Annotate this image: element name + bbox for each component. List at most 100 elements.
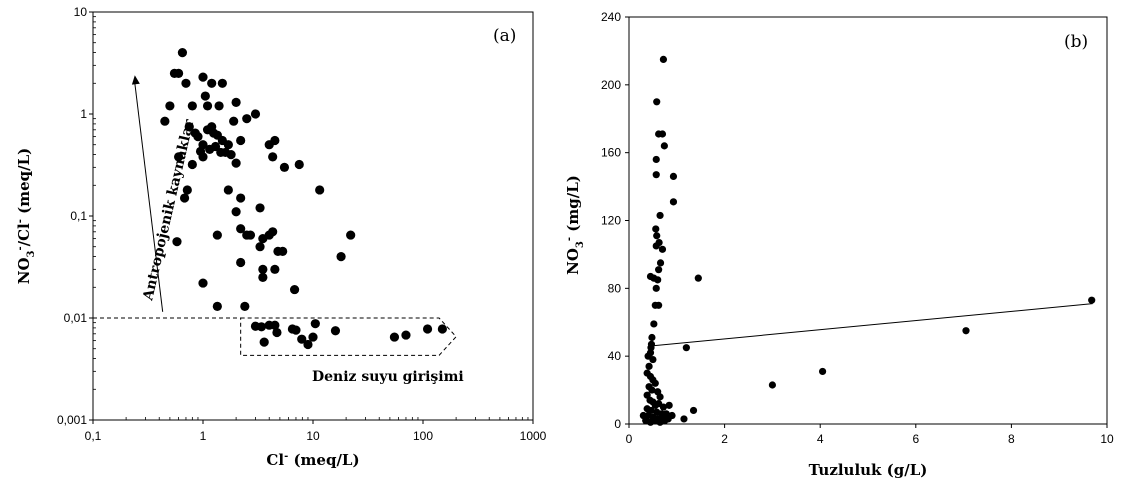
x-tick-label: 6 <box>912 432 919 446</box>
data-point <box>182 185 192 195</box>
panel-label: (a) <box>493 26 516 46</box>
y-axis-label: NO3- (mg/L) <box>564 175 586 275</box>
x-tick-label: 100 <box>413 429 433 443</box>
data-point <box>680 415 688 423</box>
data-point <box>187 159 197 170</box>
data-point <box>289 284 300 295</box>
y-tick-label: 0,1 <box>70 209 87 223</box>
data-point <box>231 158 241 168</box>
data-point <box>229 116 239 126</box>
x-tick-label: 8 <box>1008 432 1015 446</box>
data-point <box>268 227 278 237</box>
data-point <box>255 203 265 213</box>
y-tick-label: 80 <box>608 281 622 295</box>
data-point <box>231 207 241 217</box>
data-point <box>173 152 184 162</box>
data-point <box>258 264 268 274</box>
data-point <box>660 142 668 150</box>
data-point <box>173 68 184 79</box>
data-point <box>401 330 411 340</box>
data-point <box>240 301 250 311</box>
data-point <box>330 326 341 336</box>
x-axis-label: Tuzluluk (g/L) <box>809 461 928 479</box>
data-point <box>245 230 256 240</box>
data-point <box>694 274 702 282</box>
data-point <box>212 301 222 311</box>
anthropogenic-arrow <box>134 83 164 312</box>
data-point <box>236 224 246 234</box>
data-point <box>236 193 246 203</box>
data-point <box>210 141 221 152</box>
data-point <box>315 185 325 195</box>
data-point <box>651 401 659 409</box>
y-tick-label: 0 <box>614 417 621 431</box>
data-point <box>217 78 227 88</box>
y-tick-label: 0,01 <box>64 311 88 325</box>
data-point <box>291 325 301 335</box>
x-tick-label: 1 <box>200 429 207 443</box>
data-point <box>226 149 236 160</box>
data-point <box>250 109 261 119</box>
y-tick-label: 120 <box>601 214 621 228</box>
data-point <box>198 278 208 288</box>
data-point <box>308 332 318 342</box>
data-point <box>202 101 213 111</box>
data-point <box>653 232 661 240</box>
data-point <box>184 122 194 132</box>
data-point <box>236 135 246 146</box>
data-point <box>179 193 190 203</box>
trendline <box>650 303 1093 347</box>
x-tick-label: 2 <box>721 432 728 446</box>
data-point <box>279 162 290 172</box>
data-point <box>650 320 658 328</box>
data-point <box>654 276 662 284</box>
data-point <box>272 327 282 338</box>
data-point <box>658 245 667 253</box>
data-point <box>689 406 698 415</box>
data-point <box>297 334 307 344</box>
data-point <box>187 101 197 111</box>
data-point <box>661 417 669 425</box>
arrow-head <box>131 75 140 85</box>
data-point <box>207 78 217 88</box>
data-point <box>214 101 224 111</box>
data-point <box>653 98 661 106</box>
data-point <box>1088 296 1096 304</box>
data-point <box>336 251 346 262</box>
data-point <box>256 322 267 332</box>
data-point <box>255 242 265 252</box>
x-axis-label: Cl- (meq/L) <box>266 451 359 469</box>
data-point <box>195 146 206 156</box>
data-point <box>656 393 664 401</box>
x-tick-label: 4 <box>817 432 824 446</box>
data-point <box>648 386 656 394</box>
data-point <box>648 333 656 342</box>
data-point <box>231 97 241 107</box>
y-tick-label: 40 <box>608 349 622 363</box>
data-point <box>665 401 673 409</box>
data-point <box>658 130 667 138</box>
data-point <box>669 198 678 206</box>
data-point <box>242 114 252 124</box>
y-tick-label: 240 <box>601 10 621 24</box>
data-point <box>200 91 210 101</box>
y-tick-label: 10 <box>74 5 88 19</box>
data-point <box>656 211 664 220</box>
data-point <box>270 320 280 330</box>
data-point <box>668 411 676 420</box>
data-point <box>818 367 827 376</box>
data-point <box>268 152 278 162</box>
data-point <box>962 327 970 335</box>
data-point <box>193 132 203 142</box>
box-label: Deniz suyu girişimi <box>312 369 464 385</box>
data-point <box>303 339 313 350</box>
data-point <box>655 301 663 309</box>
data-point <box>652 242 660 250</box>
data-point <box>236 257 246 268</box>
x-tick-label: 10 <box>1100 432 1114 446</box>
data-point <box>270 135 280 146</box>
data-point <box>310 319 320 329</box>
data-point <box>223 140 233 150</box>
data-point <box>659 55 668 63</box>
